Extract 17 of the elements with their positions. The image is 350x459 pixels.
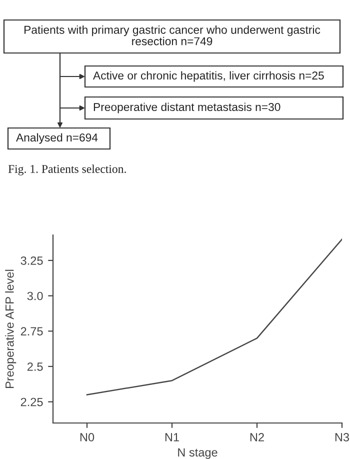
text: Patients with primary gastric cancer who underwent gastric resection n=749 (24, 25, 320, 46)
y-tick-label: 2.5 (27, 362, 43, 371)
x-axis-title: N stage (178, 448, 218, 459)
y-tick-label: 2.75 (20, 327, 43, 336)
x-tick-label: N0 (80, 433, 94, 442)
text: Active or chronic hepatitis, liver cirrhosis n=25 (93, 71, 324, 82)
y-tick-label: 3.25 (20, 256, 43, 265)
text: Analysed n=694 (16, 133, 98, 144)
x-tick-label: N2 (250, 433, 264, 442)
y-tick-label: 3.0 (27, 292, 43, 300)
y-tick-label: 2.25 (20, 398, 43, 406)
caption: Fig. 1. Patients selection. (8, 164, 126, 176)
x-tick-label: N1 (165, 433, 179, 442)
x-tick-label: N3 (335, 433, 350, 442)
text: Preoperative distant metastasis n=30 (94, 102, 280, 114)
line-series (86, 238, 342, 396)
y-axis-title: Preoperative AFP level (5, 270, 16, 388)
